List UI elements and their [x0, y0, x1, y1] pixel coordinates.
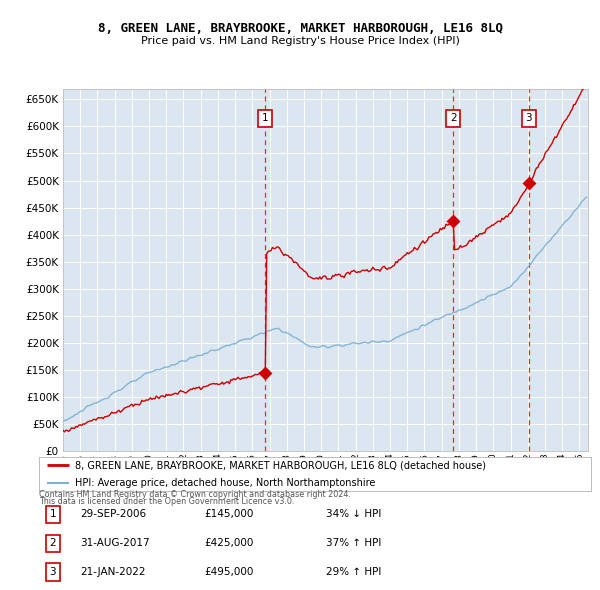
Text: 29-SEP-2006: 29-SEP-2006 [80, 509, 146, 519]
Text: 31-AUG-2017: 31-AUG-2017 [80, 538, 150, 548]
Text: 8, GREEN LANE, BRAYBROOKE, MARKET HARBOROUGH, LE16 8LQ: 8, GREEN LANE, BRAYBROOKE, MARKET HARBOR… [97, 22, 503, 35]
Text: 3: 3 [49, 567, 56, 577]
Text: 8, GREEN LANE, BRAYBROOKE, MARKET HARBOROUGH, LE16 8LQ (detached house): 8, GREEN LANE, BRAYBROOKE, MARKET HARBOR… [75, 460, 486, 470]
Text: Contains HM Land Registry data © Crown copyright and database right 2024.: Contains HM Land Registry data © Crown c… [39, 490, 351, 499]
Text: 1: 1 [262, 113, 269, 123]
Text: 37% ↑ HPI: 37% ↑ HPI [326, 538, 382, 548]
Text: 2: 2 [450, 113, 457, 123]
Text: 1: 1 [49, 509, 56, 519]
Text: £495,000: £495,000 [205, 567, 254, 577]
Text: £145,000: £145,000 [205, 509, 254, 519]
Text: HPI: Average price, detached house, North Northamptonshire: HPI: Average price, detached house, Nort… [75, 478, 375, 489]
Point [260, 368, 270, 378]
Point [524, 179, 533, 188]
Text: 21-JAN-2022: 21-JAN-2022 [80, 567, 146, 577]
Text: 34% ↓ HPI: 34% ↓ HPI [326, 509, 382, 519]
Text: Price paid vs. HM Land Registry's House Price Index (HPI): Price paid vs. HM Land Registry's House … [140, 37, 460, 46]
Text: 29% ↑ HPI: 29% ↑ HPI [326, 567, 382, 577]
Text: This data is licensed under the Open Government Licence v3.0.: This data is licensed under the Open Gov… [39, 497, 295, 506]
Point [448, 217, 458, 226]
Text: 2: 2 [49, 538, 56, 548]
Text: 3: 3 [526, 113, 532, 123]
Text: £425,000: £425,000 [205, 538, 254, 548]
